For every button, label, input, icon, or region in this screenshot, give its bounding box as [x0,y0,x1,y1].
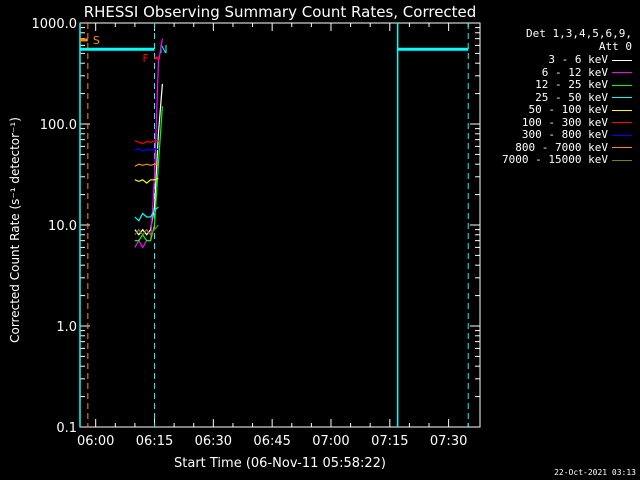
legend-swatch [612,122,632,124]
series-line-300-800-keV [134,148,159,152]
chart-title: RHESSI Observing Summary Count Rates, Co… [84,3,477,21]
y-tick-label: 1000.0 [32,17,78,32]
legend-label: 800 - 7000 keV [515,140,608,154]
flag-label-n: N [159,43,167,56]
legend-swatch [612,72,632,74]
x-tick-label: 06:30 [195,434,232,449]
timestamp: 22-Oct-2021 03:13 [554,468,636,477]
series-line-25-50-keV [134,206,159,222]
legend-header: Det 1,3,4,5,6,9, Att 0 [526,27,632,53]
series-line-800-7000-keV [134,163,159,167]
legend-label: 12 - 25 keV [535,78,608,91]
legend-label: 100 - 300 keV [521,115,608,129]
y-tick-label: 1.0 [56,320,77,335]
legend-swatch [612,109,632,111]
series-line-50-100-keV [134,177,159,184]
flag-label-f: F [143,52,149,65]
chart-legend: Det 1,3,4,5,6,9, Att 0 3 - 6 keV 6 - 12 k… [472,27,632,167]
legend-label: 25 - 50 keV [535,90,608,104]
x-tick-label: 06:45 [253,434,290,449]
legend-swatch [612,59,632,61]
legend-label: 3 - 6 keV [548,53,608,66]
legend-label: 6 - 12 keV [541,65,608,79]
flag-label-s: S [93,34,100,47]
x-tick-label: 07:30 [430,434,467,449]
legend-item: 800 - 7000 keV [472,140,632,155]
legend-item: 50 - 100 keV [472,103,632,117]
x-tick-label: 07:00 [312,434,349,449]
legend-item: 6 - 12 keV [472,65,632,80]
legend-swatch [612,134,632,136]
legend-swatch [612,97,632,99]
legend-item: 3 - 6 keV [472,53,632,67]
legend-item: 7000 - 15000 keV [472,153,632,167]
legend-swatch [612,159,632,161]
legend-swatch [612,147,632,149]
legend-label: 300 - 800 keV [521,128,608,141]
series-line-7000-15000-keV [134,224,159,236]
x-tick-label: 07:15 [371,434,408,449]
legend-item: 300 - 800 keV [472,128,632,142]
legend-label: 50 - 100 keV [528,103,608,116]
series-line-100-300-keV [134,140,159,145]
x-tick-label: 06:15 [136,434,173,449]
legend-swatch [612,84,632,86]
y-tick-label: 100.0 [40,118,77,133]
x-tick-label: 06:00 [77,434,114,449]
y-axis-label: Corrected Count Rate (s⁻¹ detector⁻¹) [8,117,22,343]
legend-item: 12 - 25 keV [472,78,632,92]
legend-item: 100 - 300 keV [472,115,632,130]
legend-label: 7000 - 15000 keV [502,153,608,166]
legend-item: 25 - 50 keV [472,90,632,105]
y-tick-label: 10.0 [48,219,77,234]
x-axis-label: Start Time (06-Nov-11 05:58:22) [174,456,386,471]
plot-border [79,22,481,428]
y-tick-label: 0.1 [56,421,77,436]
series-line-12-25-keV [134,106,163,242]
